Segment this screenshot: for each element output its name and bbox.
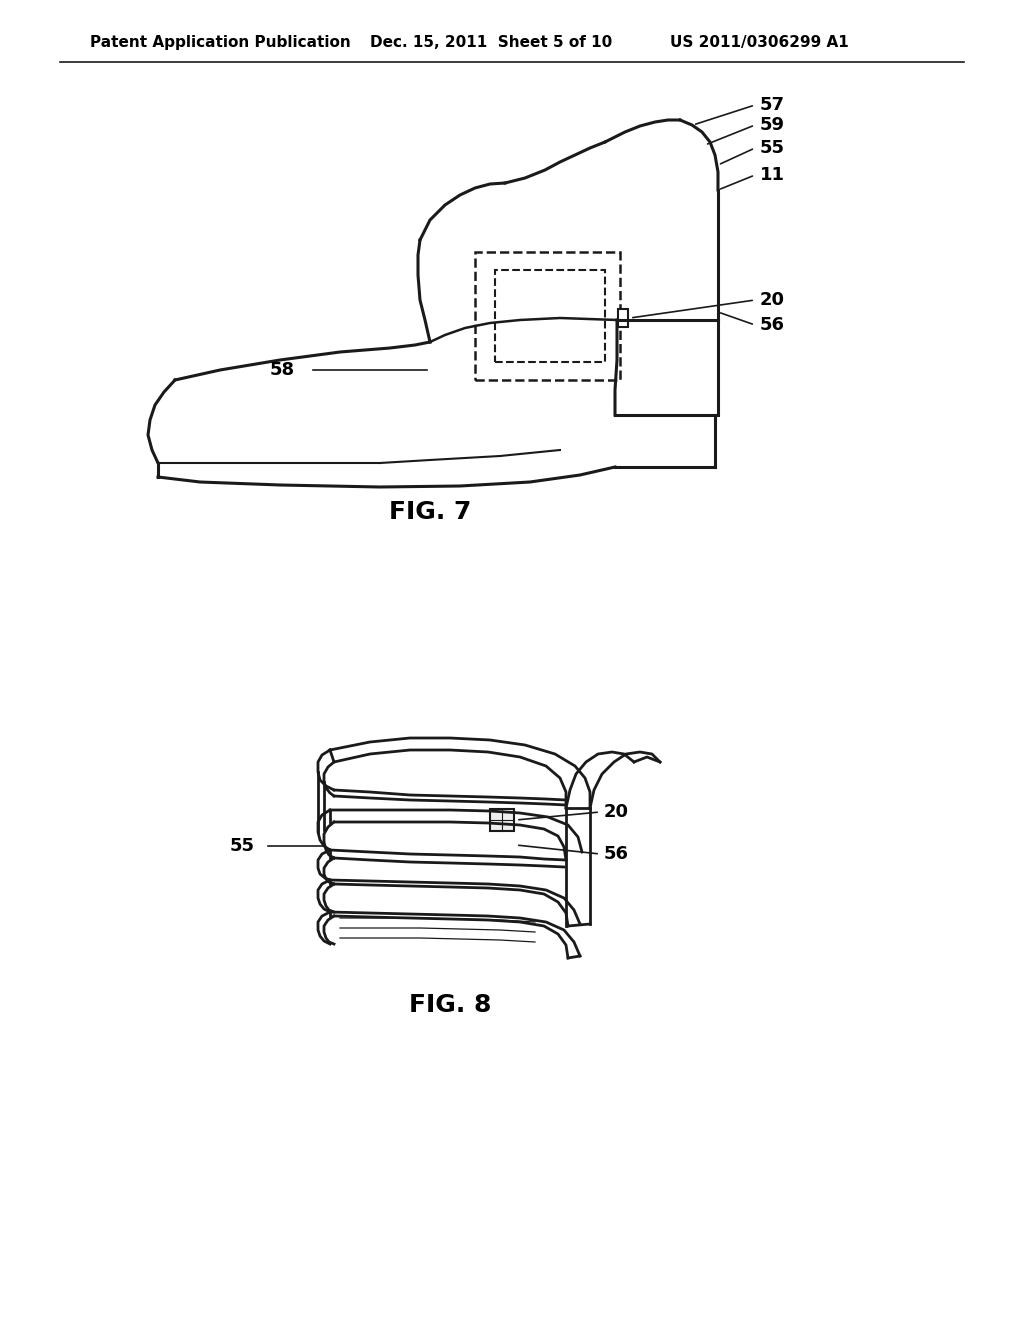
Text: 55: 55: [230, 837, 255, 855]
Text: 56: 56: [760, 315, 785, 334]
Text: 59: 59: [760, 116, 785, 135]
Text: 56: 56: [604, 845, 629, 863]
Text: Dec. 15, 2011  Sheet 5 of 10: Dec. 15, 2011 Sheet 5 of 10: [370, 36, 612, 50]
Text: 58: 58: [270, 360, 295, 379]
Bar: [490, 809, 514, 832]
Text: US 2011/0306299 A1: US 2011/0306299 A1: [670, 36, 849, 50]
Text: FIG. 7: FIG. 7: [389, 500, 471, 524]
Bar: [475, 252, 620, 380]
Text: 20: 20: [760, 290, 785, 309]
Text: 20: 20: [604, 803, 629, 821]
Text: FIG. 8: FIG. 8: [409, 993, 492, 1016]
Bar: [618, 309, 628, 327]
Text: 11: 11: [760, 166, 785, 183]
Text: 57: 57: [760, 96, 785, 114]
Text: 55: 55: [760, 139, 785, 157]
Text: Patent Application Publication: Patent Application Publication: [90, 36, 351, 50]
Bar: [495, 271, 605, 362]
